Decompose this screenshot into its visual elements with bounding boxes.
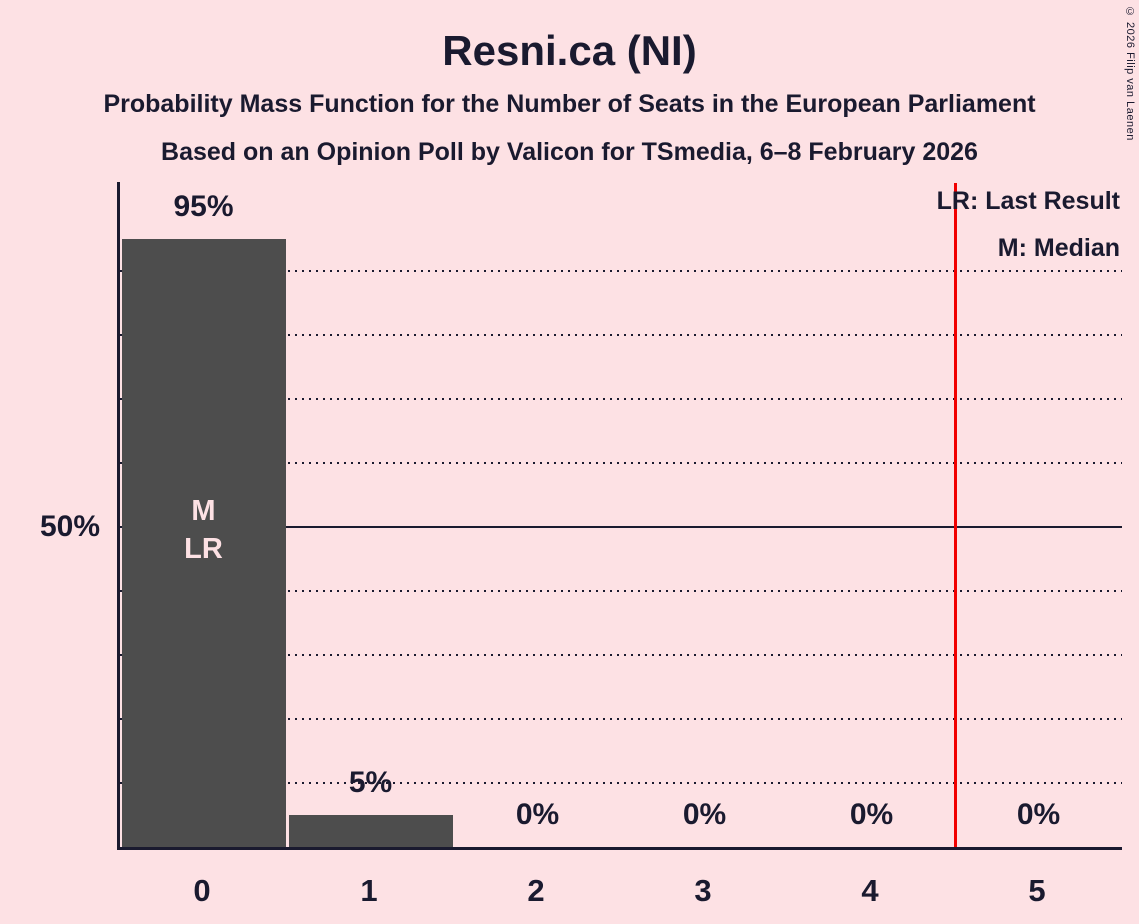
bar-value-label-1: 5% <box>348 766 393 799</box>
gridline-10pct <box>120 782 1122 784</box>
gridline-60pct <box>120 462 1122 464</box>
bar-value-label-0: 95% <box>173 190 234 223</box>
gridline-70pct <box>120 398 1122 400</box>
legend-median: M: Median <box>997 234 1120 262</box>
gridline-80pct <box>120 334 1122 336</box>
chart-title: Resni.ca (NI) <box>442 27 697 74</box>
x-axis-label-2: 2 <box>527 873 545 908</box>
gridline-40pct <box>120 590 1122 592</box>
chart-source-line: Based on an Opinion Poll by Valicon for … <box>161 138 978 166</box>
x-axis-label-3: 3 <box>694 873 712 908</box>
bar-seats-1 <box>288 815 453 847</box>
bar-value-label-3: 0% <box>682 798 727 831</box>
x-axis-label-4: 4 <box>861 873 879 908</box>
plot-area: 95% M LR 5% 0% 0% 0% 0% <box>117 182 1122 850</box>
gridline-90pct <box>120 270 1122 272</box>
bar-value-label-5: 0% <box>1016 798 1061 831</box>
x-axis-label-1: 1 <box>360 873 378 908</box>
bar-annotation-line: LR <box>184 533 223 565</box>
threshold-line <box>953 183 957 847</box>
gridline-50pct-solid <box>120 526 1122 528</box>
x-axis-label-0: 0 <box>193 873 211 908</box>
y-axis-50pct-label: 50% <box>39 510 100 543</box>
legend-last-result: LR: Last Result <box>936 187 1120 215</box>
gridline-30pct <box>120 654 1122 656</box>
bar-seats-0 <box>121 239 286 847</box>
copyright-notice: © 2026 Filip van Laenen <box>1124 6 1136 141</box>
chart-subtitle: Probability Mass Function for the Number… <box>103 90 1036 118</box>
bar-value-label-4: 0% <box>849 798 894 831</box>
bar-annotation-line: M <box>191 495 216 527</box>
x-axis-label-5: 5 <box>1028 873 1046 908</box>
bar-value-label-2: 0% <box>515 798 560 831</box>
bar-annotation-median-lastresult: M LR <box>184 492 223 568</box>
gridline-20pct <box>120 718 1122 720</box>
